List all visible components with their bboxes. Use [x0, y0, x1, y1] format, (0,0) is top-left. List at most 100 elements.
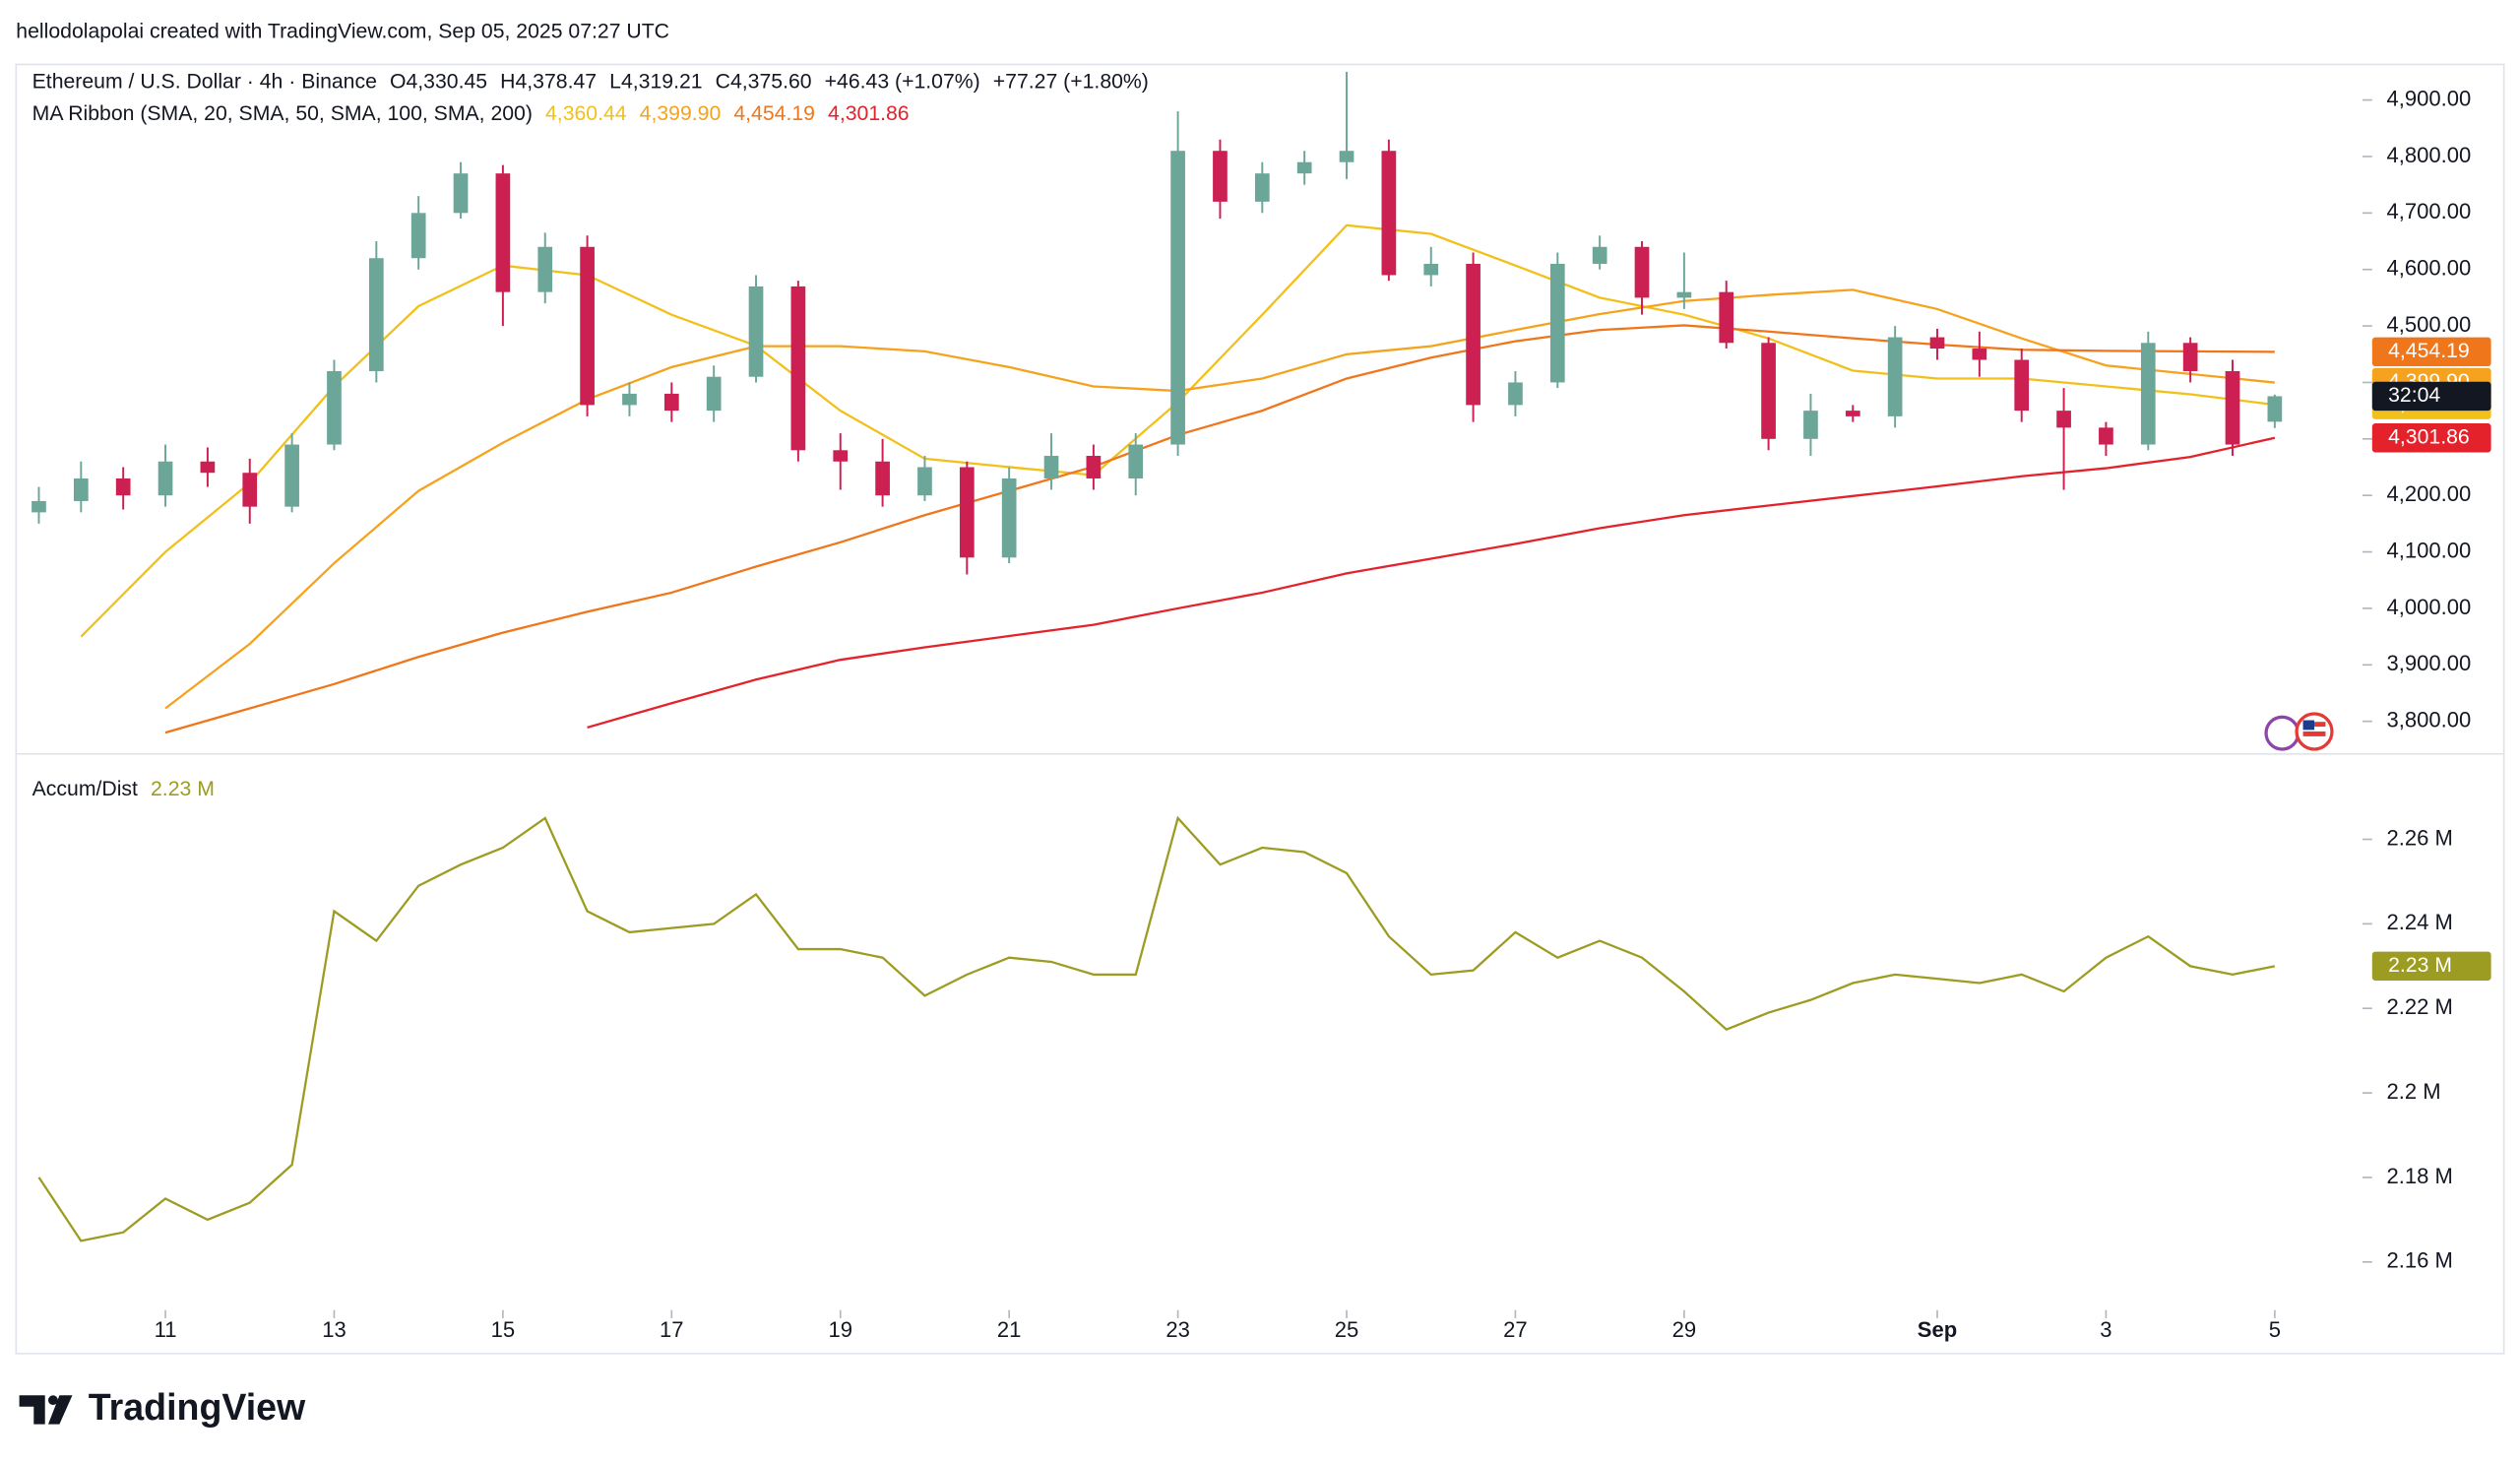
candle-body	[242, 473, 258, 507]
legend-item: MA Ribbon (SMA, 20, SMA, 50, SMA, 100, S…	[32, 102, 533, 125]
ma-line	[164, 288, 2275, 710]
price-badge	[2371, 423, 2491, 453]
x-tick-label: 23	[1166, 1317, 1190, 1342]
x-tick-label: 15	[491, 1317, 516, 1342]
y-tick-label: 2.26 M	[2386, 825, 2452, 850]
candle-body	[158, 461, 173, 496]
candle-body	[537, 246, 553, 292]
y-tick-label: 4,000.00	[2386, 595, 2471, 619]
symbol-legend: Ethereum / U.S. Dollar · 4h · Binance O4,…	[32, 70, 1149, 93]
candle-body	[663, 393, 679, 412]
candle-body	[410, 213, 426, 259]
y-tick-label: 2.24 M	[2386, 910, 2452, 934]
y-tick-label: 2.16 M	[2386, 1248, 2452, 1273]
candle-body	[1213, 151, 1228, 202]
candle-body	[495, 173, 511, 292]
legend-item: 4,454.19	[733, 102, 815, 125]
candle-body	[453, 173, 469, 214]
y-tick-label: 4,500.00	[2386, 312, 2471, 337]
candle-body	[1001, 477, 1017, 558]
candle-body	[1592, 246, 1607, 264]
candle-body	[2099, 427, 2113, 445]
candle-body	[2140, 343, 2156, 445]
candle-body	[1508, 382, 1523, 406]
legend-item: 4,360.44	[545, 102, 627, 125]
candle-body	[1634, 246, 1650, 298]
y-tick-label: 3,900.00	[2386, 651, 2471, 675]
candle-body	[368, 258, 384, 371]
x-tick-label: 13	[322, 1317, 346, 1342]
candle-body	[2056, 411, 2071, 428]
y-tick-label: 2.18 M	[2386, 1164, 2452, 1188]
candle-body	[917, 467, 932, 496]
y-tick-label: 4,700.00	[2386, 199, 2471, 223]
legend-item: 4,301.86	[828, 102, 910, 125]
y-tick-label: 4,100.00	[2386, 538, 2471, 562]
x-tick-label: 11	[155, 1317, 177, 1342]
x-tick-label: 27	[1503, 1317, 1528, 1342]
ma-legend: MA Ribbon (SMA, 20, SMA, 50, SMA, 100, S…	[32, 102, 910, 125]
price-badge-label: 32:04	[2388, 384, 2440, 407]
y-tick-label: 4,800.00	[2386, 143, 2471, 167]
candle-body	[1466, 263, 1480, 406]
candle-body	[959, 467, 975, 558]
candle-body	[790, 286, 806, 451]
candle-body	[1423, 263, 1439, 276]
legend-item: H	[500, 70, 515, 93]
indicator-legend: Accum/Dist 2.23 M	[32, 777, 215, 799]
x-tick-label: Sep	[1918, 1317, 1957, 1342]
attribution: hellodolapolai created with TradingView.…	[16, 20, 669, 42]
candle-body	[833, 450, 849, 462]
x-tick-label: 5	[2269, 1317, 2281, 1342]
candle-body	[32, 500, 46, 513]
logo: TradingView	[19, 1386, 306, 1428]
x-tick-label: 25	[1335, 1317, 1359, 1342]
candle-body	[1845, 411, 1860, 416]
candle-body	[200, 461, 216, 474]
legend-item: 4,319.21	[621, 70, 703, 93]
candle-body	[706, 376, 722, 412]
candle-body	[1086, 456, 1102, 478]
legend-item: O	[390, 70, 407, 93]
candle-body	[1043, 456, 1059, 478]
price-badge	[2371, 381, 2491, 412]
candle-body	[284, 444, 299, 507]
legend-item: 4,330.45	[406, 70, 487, 93]
legend-item: L	[609, 70, 621, 93]
price-badge	[2371, 337, 2491, 367]
price-badge-label: 4,454.19	[2388, 340, 2470, 362]
y-tick-label: 4,600.00	[2386, 256, 2471, 281]
candle-body	[1972, 349, 1987, 360]
y-tick-label: 4,900.00	[2386, 86, 2471, 110]
candle-body	[2225, 370, 2240, 445]
candle-body	[1887, 337, 1903, 416]
candle-body	[1929, 337, 1945, 350]
legend-item: 2.23 M	[151, 777, 215, 799]
candle-body	[1761, 343, 1776, 439]
ad-line	[37, 815, 2276, 1242]
candle-body	[73, 477, 89, 501]
candle-body	[1676, 291, 1692, 298]
frame	[15, 63, 2505, 1355]
candle-body	[622, 393, 637, 406]
candle-body	[875, 461, 890, 496]
legend-item: 4,399.90	[640, 102, 722, 125]
candle-body	[1296, 161, 1312, 174]
value-badge-label: 2.23 M	[2388, 954, 2452, 977]
price-badge-label: 4,301.86	[2388, 425, 2470, 448]
candle-body	[1254, 173, 1270, 202]
y-tick-label: 3,800.00	[2386, 707, 2471, 732]
candle-body	[2014, 359, 2030, 412]
candle-body	[748, 286, 764, 377]
legend-item: 4,375.60	[730, 70, 812, 93]
legend-item: C	[716, 70, 730, 93]
candle-body	[1170, 151, 1185, 445]
candle-body	[1381, 151, 1397, 276]
candle-body	[1803, 411, 1818, 439]
legend-item: Ethereum / U.S. Dollar · 4h · Binance	[32, 70, 377, 93]
y-tick-label: 2.22 M	[2386, 994, 2452, 1019]
candle-body	[1549, 263, 1565, 383]
y-tick-label: 2.2 M	[2386, 1079, 2440, 1104]
